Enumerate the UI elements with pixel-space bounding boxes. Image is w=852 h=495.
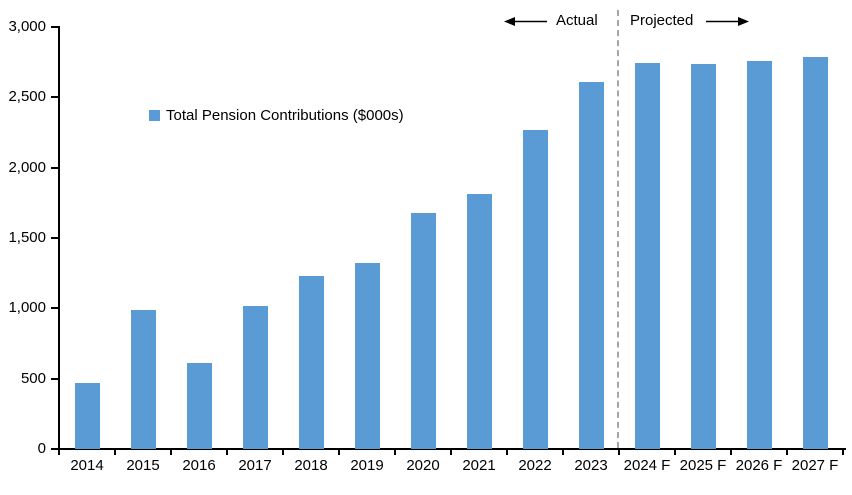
x-tick <box>114 450 116 455</box>
legend: Total Pension Contributions ($000s) <box>149 107 404 124</box>
x-axis-line <box>58 448 846 450</box>
left-arrow-icon <box>504 17 547 26</box>
x-tick-label: 2019 <box>350 457 384 474</box>
x-tick-label: 2022 <box>518 457 552 474</box>
y-tick <box>51 166 58 169</box>
x-tick-label: 2021 <box>462 457 496 474</box>
bar <box>746 60 772 449</box>
y-tick-label: 3,000 <box>8 18 46 35</box>
y-tick-label: 1,500 <box>8 229 46 246</box>
x-tick-label: 2027 F <box>791 457 839 474</box>
y-tick-label: 0 <box>37 440 46 457</box>
y-tick <box>51 307 58 310</box>
bar <box>298 275 324 449</box>
x-tick-label: 2015 <box>126 457 160 474</box>
x-tick <box>450 450 452 455</box>
x-tick <box>842 450 844 455</box>
y-tick-label: 2,500 <box>8 88 46 106</box>
bar <box>74 382 100 449</box>
bar <box>802 56 828 449</box>
legend-label: Total Pension Contributions ($000s) <box>166 107 404 124</box>
x-tick-label: 2023 <box>574 457 608 474</box>
bar <box>634 62 660 449</box>
x-tick <box>338 450 340 455</box>
x-tick-label: 2018 <box>294 457 328 474</box>
x-tick <box>786 450 788 455</box>
x-tick <box>562 450 564 455</box>
y-tick-label: 1,000 <box>8 299 46 317</box>
x-tick-label: 2017 <box>238 457 272 474</box>
bar <box>354 263 380 449</box>
x-tick-label: 2026 F <box>735 457 783 474</box>
x-tick <box>506 450 508 455</box>
bar <box>130 309 156 449</box>
y-tick <box>51 377 58 380</box>
bar <box>410 212 436 449</box>
bar <box>186 363 212 449</box>
x-tick-label: 2020 <box>406 457 440 474</box>
y-tick <box>51 96 58 99</box>
x-tick-label: 2014 <box>70 457 104 474</box>
legend-marker-icon <box>149 110 160 121</box>
projected-region-label: Projected <box>630 12 694 29</box>
x-tick <box>674 450 676 455</box>
y-tick-label: 500 <box>20 369 46 387</box>
actual-projected-divider-line <box>617 10 619 448</box>
x-tick-label: 2024 F <box>623 457 671 474</box>
x-tick-label: 2025 F <box>679 457 727 474</box>
x-tick <box>282 450 284 455</box>
bar <box>466 194 492 449</box>
y-tick <box>51 237 58 239</box>
y-tick-label: 2,000 <box>8 158 46 176</box>
y-tick <box>51 448 58 450</box>
x-tick <box>226 450 228 455</box>
actual-region-label: Actual <box>556 12 598 29</box>
x-tick <box>730 450 732 455</box>
y-tick <box>51 26 58 28</box>
bar <box>242 305 268 449</box>
x-tick <box>58 450 60 455</box>
bar <box>522 129 548 449</box>
x-tick-label: 2016 <box>182 457 216 474</box>
x-tick <box>394 450 396 455</box>
x-tick <box>170 450 172 455</box>
y-axis-line <box>58 26 60 450</box>
bar <box>578 81 604 449</box>
bar <box>690 63 716 449</box>
right-arrow-icon <box>706 17 749 26</box>
x-tick <box>618 450 620 455</box>
